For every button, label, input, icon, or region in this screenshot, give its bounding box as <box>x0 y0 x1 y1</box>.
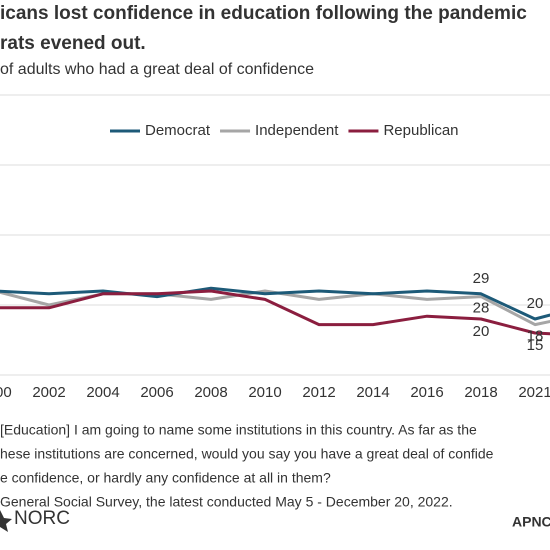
credit: APNC <box>512 514 550 530</box>
data-label: 29 <box>473 270 490 287</box>
note: General Social Survey, the latest conduc… <box>0 494 453 510</box>
title-line: icans lost confidence in education follo… <box>0 3 527 24</box>
x-tick-label: 2010 <box>248 384 281 401</box>
note: [Education] I am going to name some inst… <box>0 422 477 438</box>
data-label: 18 <box>527 328 544 345</box>
note: hese institutions are concerned, would y… <box>0 446 494 462</box>
x-tick-label: 2008 <box>194 384 227 401</box>
x-tick-label: 2018 <box>464 384 497 401</box>
note: e confidence, or hardly any confidence a… <box>0 470 331 486</box>
data-label: 20 <box>473 323 490 340</box>
x-tick-label: 2016 <box>410 384 443 401</box>
legend-label: Independent <box>255 122 339 139</box>
data-label: 28 <box>473 300 490 317</box>
data-label: 15 <box>527 337 544 354</box>
legend-label: Democrat <box>145 122 211 139</box>
x-tick-label: 2014 <box>356 384 389 401</box>
x-tick-label: 2012 <box>302 384 335 401</box>
legend-label: Republican <box>383 122 458 139</box>
x-tick-label: 2002 <box>32 384 65 401</box>
x-tick-label: 2021 <box>518 384 550 401</box>
subtitle: of adults who had a great deal of confid… <box>0 61 314 78</box>
x-tick-label: 2000 <box>0 384 12 401</box>
logo-star <box>0 510 12 532</box>
data-label: 20 <box>527 295 544 312</box>
title-line: rats evened out. <box>0 33 146 54</box>
x-tick-label: 2006 <box>140 384 173 401</box>
series-line <box>0 289 550 336</box>
x-tick-label: 2004 <box>86 384 119 401</box>
logo: NORC <box>14 508 70 529</box>
series-line <box>0 286 550 321</box>
